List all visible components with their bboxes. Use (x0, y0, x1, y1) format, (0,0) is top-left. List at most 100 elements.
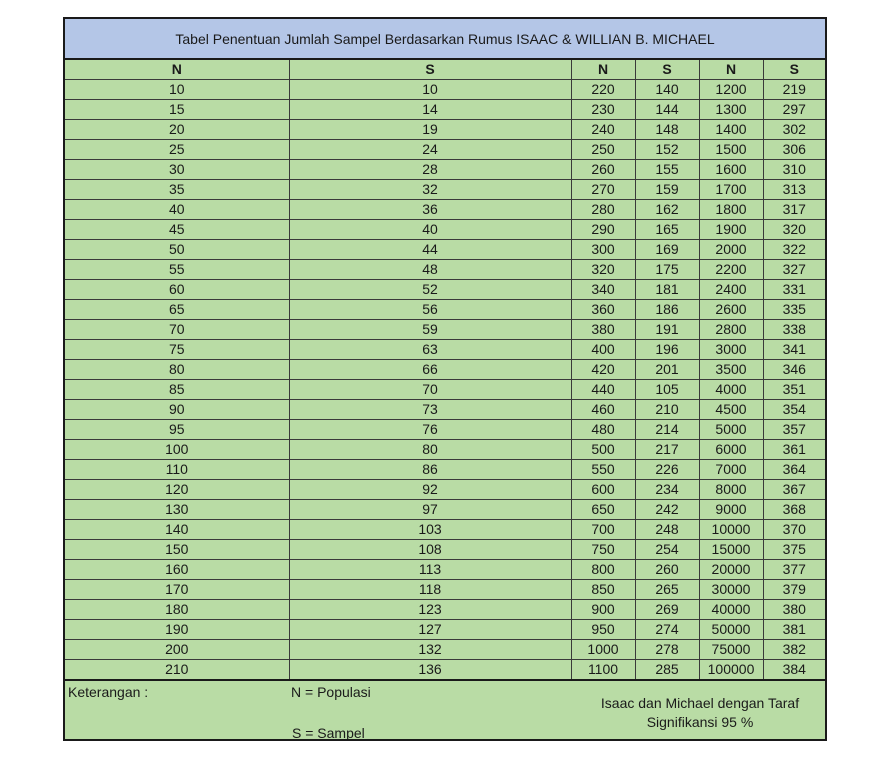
cell-n-2: 280 (570, 199, 636, 220)
cell-n-2: 220 (570, 79, 636, 100)
cell-n-2: 290 (570, 219, 636, 240)
cell-n-1: 200 (65, 639, 290, 660)
cell-n-3: 2600 (698, 299, 764, 320)
cell-n-1: 110 (65, 459, 290, 480)
table-row: 10 10 220 140 1200 219 (65, 79, 825, 100)
cell-n-3: 7000 (698, 459, 764, 480)
legend-population: N = Populasi (291, 684, 371, 700)
cell-s-1: 113 (288, 559, 572, 580)
cell-n-3: 2800 (698, 319, 764, 340)
table-row: 65 56 360 186 2600 335 (65, 299, 825, 320)
cell-s-2: 248 (634, 519, 700, 540)
cell-s-3: 341 (762, 339, 825, 360)
cell-s-2: 175 (634, 259, 700, 280)
cell-s-2: 217 (634, 439, 700, 460)
cell-s-2: 186 (634, 299, 700, 320)
cell-n-1: 150 (65, 539, 290, 560)
cell-s-1: 108 (288, 539, 572, 560)
cell-s-2: 152 (634, 139, 700, 160)
header-s-2: S (634, 60, 700, 80)
cell-s-3: 377 (762, 559, 825, 580)
cell-s-3: 219 (762, 79, 825, 100)
cell-n-2: 440 (570, 379, 636, 400)
table-footer: Keterangan : N = Populasi S = Sampel Isa… (65, 681, 825, 741)
cell-n-2: 360 (570, 299, 636, 320)
cell-n-3: 75000 (698, 639, 764, 660)
table-row: 210 136 1100 285 100000 384 (65, 659, 825, 681)
cell-s-2: 201 (634, 359, 700, 380)
cell-n-3: 1700 (698, 179, 764, 200)
cell-s-1: 92 (288, 479, 572, 500)
sample-size-table-sheet: Tabel Penentuan Jumlah Sampel Berdasarka… (63, 17, 827, 741)
cell-n-1: 30 (65, 159, 290, 180)
cell-s-1: 19 (288, 119, 572, 140)
cell-n-1: 90 (65, 399, 290, 420)
cell-s-1: 66 (288, 359, 572, 380)
cell-n-1: 85 (65, 379, 290, 400)
cell-s-3: 310 (762, 159, 825, 180)
note-label: Keterangan : (68, 684, 149, 700)
cell-n-3: 30000 (698, 579, 764, 600)
cell-s-1: 80 (288, 439, 572, 460)
cell-s-3: 379 (762, 579, 825, 600)
cell-s-1: 59 (288, 319, 572, 340)
cell-n-1: 130 (65, 499, 290, 520)
cell-n-2: 300 (570, 239, 636, 260)
table-row: 60 52 340 181 2400 331 (65, 279, 825, 300)
cell-n-2: 380 (570, 319, 636, 340)
cell-n-2: 250 (570, 139, 636, 160)
cell-s-3: 370 (762, 519, 825, 540)
cell-s-1: 132 (288, 639, 572, 660)
cell-s-3: 306 (762, 139, 825, 160)
cell-s-1: 32 (288, 179, 572, 200)
cell-n-3: 2200 (698, 259, 764, 280)
cell-s-2: 260 (634, 559, 700, 580)
cell-s-1: 76 (288, 419, 572, 440)
cell-s-2: 214 (634, 419, 700, 440)
cell-n-2: 500 (570, 439, 636, 460)
cell-s-1: 97 (288, 499, 572, 520)
cell-s-1: 44 (288, 239, 572, 260)
cell-s-1: 63 (288, 339, 572, 360)
cell-n-1: 120 (65, 479, 290, 500)
cell-n-2: 230 (570, 99, 636, 120)
cell-n-2: 1100 (570, 659, 636, 681)
cell-n-2: 650 (570, 499, 636, 520)
cell-n-3: 15000 (698, 539, 764, 560)
table-row: 200 132 1000 278 75000 382 (65, 639, 825, 660)
header-s-1: S (288, 60, 572, 80)
cell-s-3: 320 (762, 219, 825, 240)
cell-s-1: 70 (288, 379, 572, 400)
cell-s-1: 52 (288, 279, 572, 300)
cell-n-1: 210 (65, 659, 290, 681)
cell-n-3: 3000 (698, 339, 764, 360)
table-row: 170 118 850 265 30000 379 (65, 579, 825, 600)
cell-n-3: 4000 (698, 379, 764, 400)
cell-s-3: 313 (762, 179, 825, 200)
table-title: Tabel Penentuan Jumlah Sampel Berdasarka… (65, 19, 825, 60)
cell-s-3: 381 (762, 619, 825, 640)
significance-line-1: Isaac dan Michael dengan Taraf (600, 695, 800, 711)
header-s-3: S (762, 60, 825, 80)
cell-n-2: 260 (570, 159, 636, 180)
cell-n-1: 45 (65, 219, 290, 240)
cell-n-3: 1600 (698, 159, 764, 180)
cell-n-3: 2400 (698, 279, 764, 300)
cell-s-3: 351 (762, 379, 825, 400)
cell-s-1: 56 (288, 299, 572, 320)
table-row: 100 80 500 217 6000 361 (65, 439, 825, 460)
cell-n-1: 180 (65, 599, 290, 620)
cell-n-1: 75 (65, 339, 290, 360)
cell-s-3: 364 (762, 459, 825, 480)
table-row: 55 48 320 175 2200 327 (65, 259, 825, 280)
sample-size-table: N S N S N S 10 10 220 140 1200 219 15 14 230 144 1… (65, 60, 825, 681)
cell-s-3: 346 (762, 359, 825, 380)
cell-n-3: 8000 (698, 479, 764, 500)
cell-n-1: 160 (65, 559, 290, 580)
header-n-1: N (65, 60, 290, 80)
table-row: 75 63 400 196 3000 341 (65, 339, 825, 360)
table-row: 40 36 280 162 1800 317 (65, 199, 825, 220)
cell-n-1: 140 (65, 519, 290, 540)
cell-n-3: 50000 (698, 619, 764, 640)
table-row: 20 19 240 148 1400 302 (65, 119, 825, 140)
